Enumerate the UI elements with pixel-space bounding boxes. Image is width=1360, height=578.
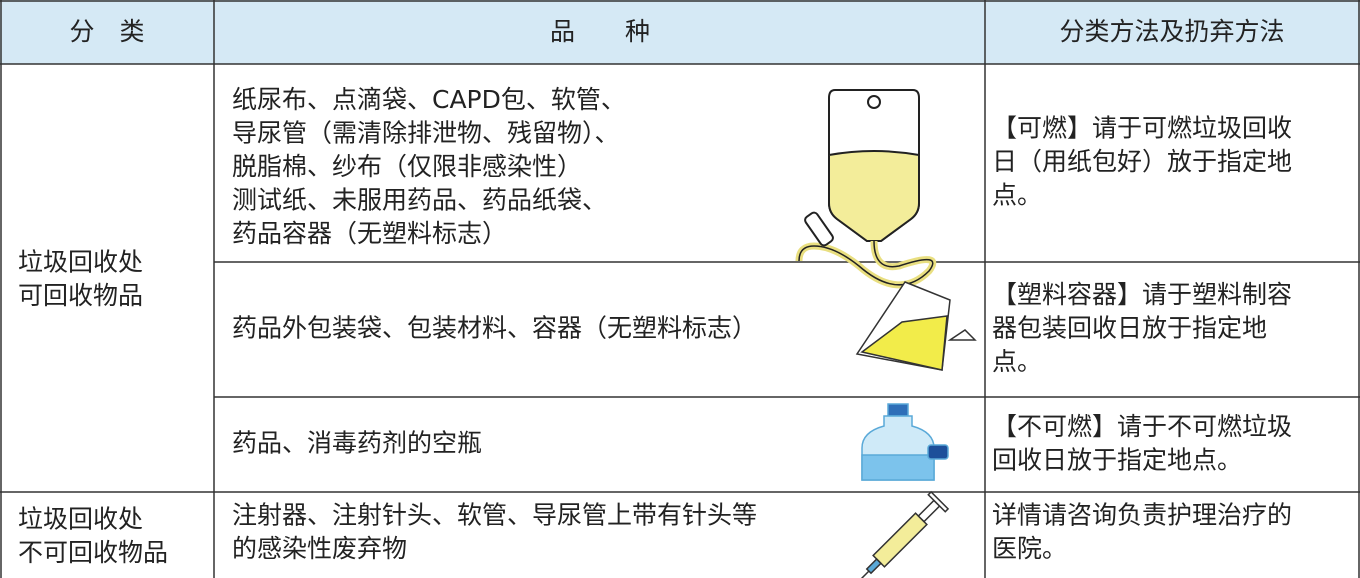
method-text: 医院。 — [992, 534, 1067, 563]
syringe-icon — [847, 490, 950, 578]
kind-text: 注射器、注射针头、软管、导尿管上带有针头等 — [232, 500, 757, 529]
drip-bag-icon — [795, 89, 937, 289]
method-text: 点。 — [992, 347, 1042, 376]
method-text: 【塑料容器】请于塑料制容 — [992, 280, 1292, 309]
kind-text: 导尿管（需清除排泄物、残留物）、 — [232, 119, 620, 148]
method-text: 日（用纸包好）放于指定地 — [992, 147, 1292, 176]
kind-text: 脱脂棉、纱布（仅限非感染性） — [232, 152, 582, 181]
method-text: 回收日放于指定地点。 — [992, 445, 1242, 474]
category-text: 垃圾回收处 — [18, 504, 143, 533]
method-text: 点。 — [992, 181, 1042, 210]
header-cell: 品 种 — [550, 17, 650, 46]
method-text: 器包装回收日放于指定地 — [992, 314, 1267, 343]
method-text: 【不可燃】请于不可燃垃圾 — [992, 412, 1292, 441]
kind-text: 的感染性废弃物 — [232, 534, 407, 563]
kind-text: 测试纸、未服用药品、药品纸袋、 — [232, 186, 607, 215]
kind-text: 药品容器（无塑料标志） — [232, 219, 507, 248]
category-text: 可回收物品 — [18, 281, 143, 310]
header-cell: 分类方法及扔弃方法 — [1059, 17, 1284, 46]
method-text: 详情请咨询负责护理治疗的 — [992, 500, 1292, 529]
category-text: 垃圾回收处 — [18, 247, 143, 276]
method-text: 【可燃】请于可燃垃圾回收 — [992, 114, 1292, 143]
sachet-icon — [855, 281, 977, 371]
header-cell: 分 类 — [69, 17, 144, 46]
bottle-icon — [861, 403, 949, 481]
header-background — [0, 0, 1360, 64]
kind-text: 药品外包装袋、包装材料、容器（无塑料标志） — [232, 314, 757, 343]
kind-text: 药品、消毒药剂的空瓶 — [232, 429, 482, 458]
category-text: 不可回收物品 — [18, 538, 168, 567]
kind-text: 纸尿布、点滴袋、CAPD包、软管、 — [232, 85, 626, 114]
